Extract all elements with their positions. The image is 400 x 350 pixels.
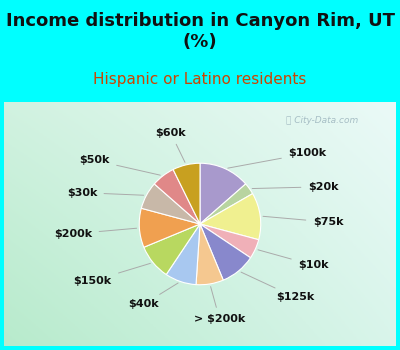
Text: $150k: $150k — [74, 263, 150, 286]
Wedge shape — [144, 224, 200, 274]
Wedge shape — [196, 224, 223, 285]
Wedge shape — [200, 194, 261, 240]
Wedge shape — [166, 224, 200, 285]
Wedge shape — [200, 224, 250, 280]
Text: $20k: $20k — [252, 182, 338, 192]
Text: $125k: $125k — [241, 272, 315, 302]
Text: $50k: $50k — [80, 155, 160, 175]
Text: $10k: $10k — [258, 250, 328, 270]
Wedge shape — [141, 184, 200, 224]
Wedge shape — [200, 184, 253, 224]
Wedge shape — [200, 163, 246, 224]
Wedge shape — [154, 169, 200, 224]
Text: $60k: $60k — [155, 128, 186, 162]
Text: Hispanic or Latino residents: Hispanic or Latino residents — [93, 72, 307, 87]
Text: > $200k: > $200k — [194, 287, 245, 324]
Text: ⓘ City-Data.com: ⓘ City-Data.com — [286, 116, 358, 125]
Text: Income distribution in Canyon Rim, UT
(%): Income distribution in Canyon Rim, UT (%… — [6, 12, 394, 51]
Text: $75k: $75k — [263, 216, 343, 227]
Wedge shape — [173, 163, 200, 224]
Text: $200k: $200k — [54, 228, 137, 239]
Wedge shape — [200, 224, 259, 258]
Wedge shape — [139, 208, 200, 247]
Text: $100k: $100k — [228, 148, 326, 168]
Text: $40k: $40k — [128, 283, 178, 309]
Text: $30k: $30k — [67, 188, 144, 198]
